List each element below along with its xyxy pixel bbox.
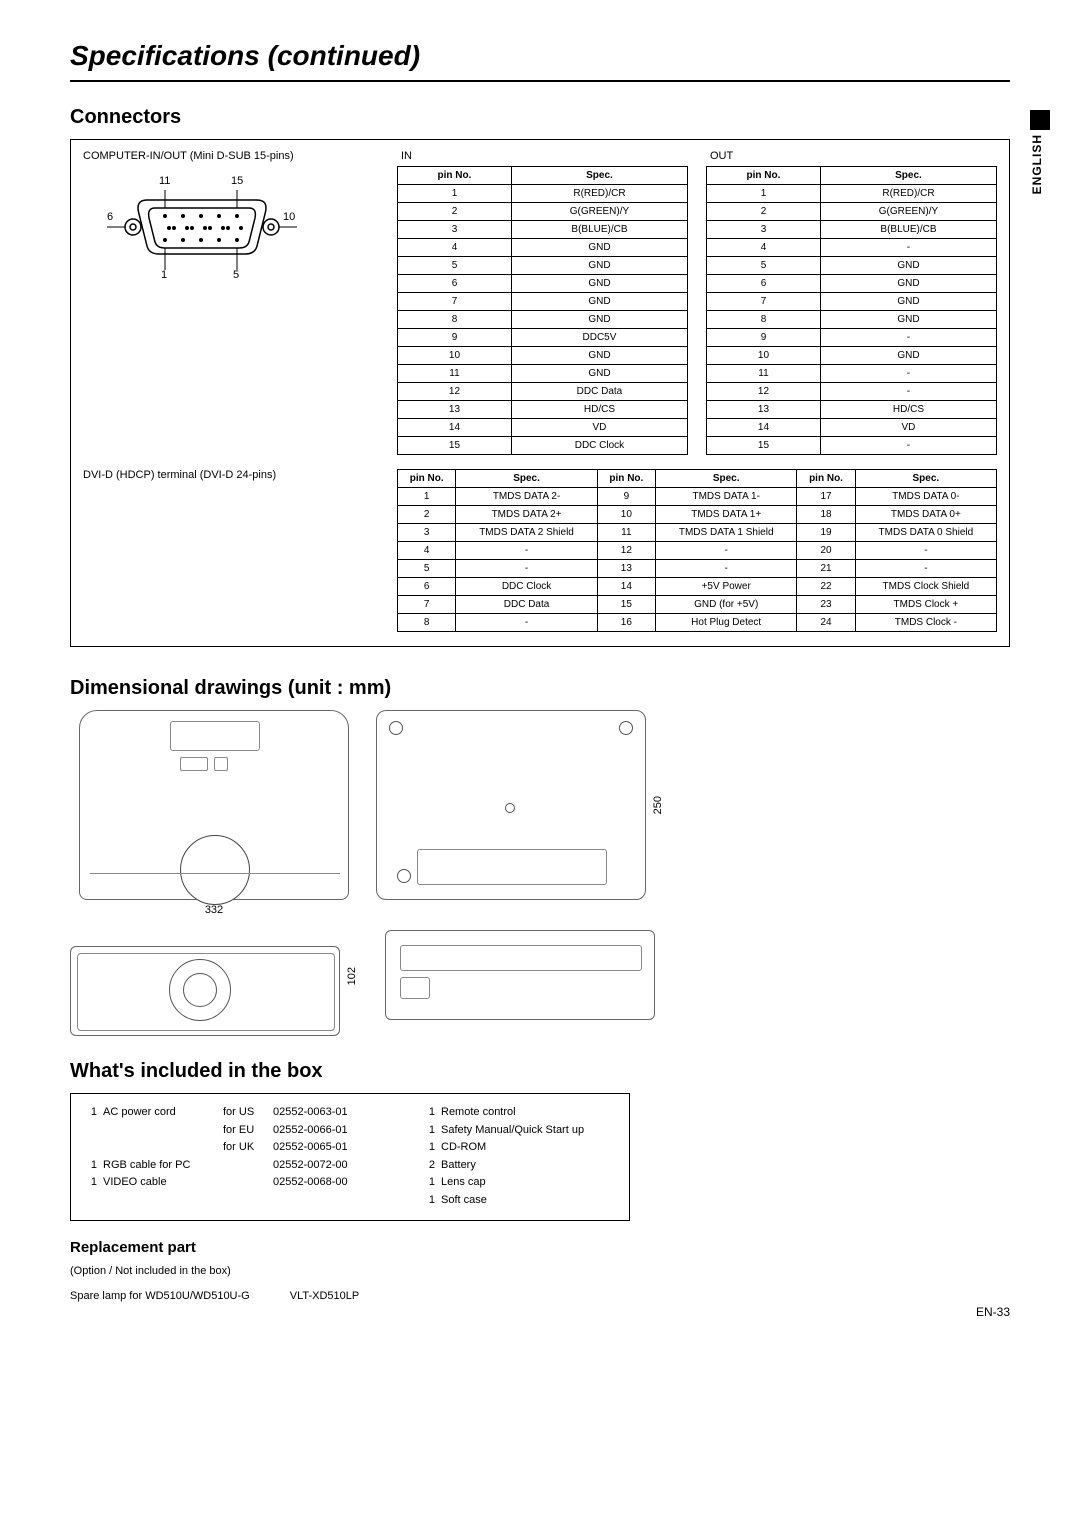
replacement-part: VLT-XD510LP (290, 1287, 360, 1307)
dsub-diagram: 11 15 6 10 1 5 (107, 170, 297, 280)
replacement-item: Spare lamp for WD510U/WD510U-G (70, 1287, 250, 1307)
included-title: What's included in the box (70, 1060, 1010, 1083)
dim-width: 332 (205, 904, 223, 916)
dsub-label: COMPUTER-IN/OUT (Mini D-SUB 15-pins) (83, 150, 383, 162)
dimensional-drawings: 332 102 250 (70, 710, 1010, 1036)
dvi-pin-table: pin No.Spec. pin No.Spec. pin No.Spec. 1… (397, 469, 997, 632)
replacement-title: Replacement part (70, 1239, 1010, 1256)
projector-front-view (70, 946, 340, 1036)
svg-text:5: 5 (233, 269, 239, 280)
language-tab: ENGLISH (1030, 110, 1050, 200)
dim-height: 250 (652, 796, 664, 814)
out-pin-table: pin No.Spec. 1R(RED)/CR2G(GREEN)/Y3B(BLU… (706, 166, 997, 455)
in-label: IN (397, 150, 688, 162)
language-label: ENGLISH (1030, 134, 1044, 194)
projector-bottom-view (376, 710, 646, 900)
svg-text:15: 15 (231, 175, 243, 187)
replacement-note: (Option / Not included in the box) (70, 1262, 1010, 1282)
svg-text:1: 1 (161, 269, 167, 280)
svg-text:6: 6 (107, 211, 113, 223)
connectors-box: COMPUTER-IN/OUT (Mini D-SUB 15-pins) (70, 139, 1010, 647)
in-pin-table: pin No.Spec. 1R(RED)/CR2G(GREEN)/Y3B(BLU… (397, 166, 688, 455)
out-label: OUT (706, 150, 997, 162)
dim-depth: 102 (346, 967, 358, 985)
svg-text:11: 11 (159, 175, 170, 187)
included-box: 1AC power cordfor US02552-0063-01for EU0… (70, 1093, 630, 1221)
dvi-label: DVI-D (HDCP) terminal (DVI-D 24-pins) (83, 469, 383, 481)
svg-text:10: 10 (283, 211, 295, 223)
projector-rear-view (385, 930, 655, 1020)
projector-top-view (79, 710, 349, 900)
replacement-block: (Option / Not included in the box) Spare… (70, 1262, 1010, 1308)
page-number: EN-33 (976, 1305, 1010, 1319)
connectors-title: Connectors (70, 106, 1010, 129)
page-title: Specifications (continued) (70, 40, 1010, 72)
dimensional-title: Dimensional drawings (unit : mm) (70, 677, 1010, 700)
title-rule (70, 80, 1010, 82)
